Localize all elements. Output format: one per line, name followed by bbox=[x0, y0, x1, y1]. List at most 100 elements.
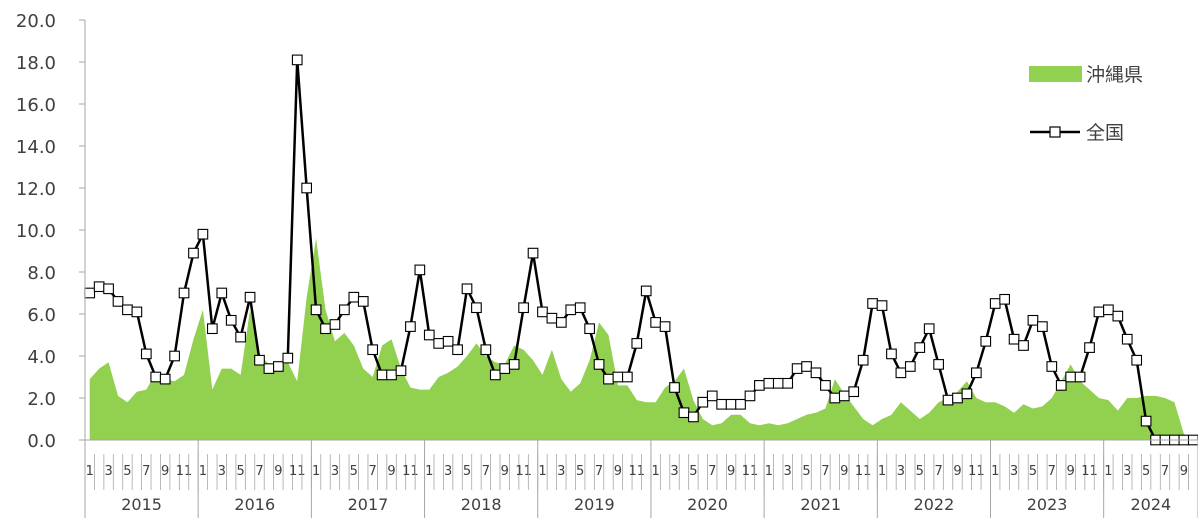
x-tick-label-month: 1 bbox=[991, 464, 999, 479]
national-data-point bbox=[367, 344, 379, 356]
national-data-point bbox=[188, 247, 199, 259]
national-data-point bbox=[178, 287, 190, 299]
national-data-point bbox=[254, 354, 265, 366]
national-data-point bbox=[754, 380, 765, 391]
national-data-point bbox=[197, 228, 209, 240]
national-data-point bbox=[546, 312, 558, 324]
national-data-point bbox=[131, 306, 143, 318]
x-tick-label-year: 2017 bbox=[348, 495, 389, 514]
national-data-point bbox=[640, 285, 652, 297]
x-tick-label-month: 9 bbox=[953, 464, 961, 479]
national-data-point bbox=[867, 298, 878, 309]
national-data-point bbox=[1140, 415, 1152, 427]
x-tick-label-month: 5 bbox=[802, 464, 810, 479]
national-data-point bbox=[1027, 314, 1039, 326]
national-data-point bbox=[414, 264, 426, 276]
x-tick-label-month: 11 bbox=[515, 464, 532, 479]
national-data-point bbox=[527, 247, 539, 259]
national-data-point bbox=[669, 382, 680, 393]
national-data-point bbox=[461, 283, 473, 295]
national-data-point bbox=[103, 283, 114, 295]
x-tick-label-month: 9 bbox=[501, 464, 509, 479]
national-data-point bbox=[999, 293, 1010, 305]
national-data-point bbox=[593, 359, 605, 370]
y-tick-label: 20.0 bbox=[16, 11, 56, 32]
national-data-point bbox=[537, 306, 548, 318]
national-data-point bbox=[857, 354, 869, 366]
national-data-point bbox=[244, 291, 256, 303]
national-data-point bbox=[405, 321, 416, 332]
x-tick-label-month: 7 bbox=[708, 464, 716, 479]
x-tick-label-month: 5 bbox=[576, 464, 584, 479]
national-data-point bbox=[159, 373, 171, 385]
x-tick-label-month: 7 bbox=[255, 464, 263, 479]
national-data-point bbox=[631, 338, 643, 349]
national-data-point bbox=[1084, 342, 1095, 353]
national-data-point bbox=[480, 344, 492, 356]
national-data-point bbox=[895, 367, 907, 379]
x-tick-label-year: 2016 bbox=[234, 495, 275, 514]
x-tick-label-month: 1 bbox=[312, 464, 320, 479]
y-tick-label: 10.0 bbox=[16, 221, 56, 242]
national-data-point bbox=[763, 377, 775, 389]
national-data-point bbox=[650, 317, 661, 328]
x-tick-label-month: 9 bbox=[274, 464, 282, 479]
national-data-point bbox=[508, 359, 520, 370]
x-tick-label-month: 3 bbox=[670, 464, 678, 479]
y-tick-label: 6.0 bbox=[27, 305, 56, 326]
y-tick-label: 2.0 bbox=[27, 389, 56, 410]
legend-national-label: 全国 bbox=[1086, 122, 1124, 144]
x-tick-label-month: 11 bbox=[742, 464, 759, 479]
national-data-point bbox=[499, 363, 511, 374]
x-tick-label-month: 7 bbox=[821, 464, 829, 479]
legend: 沖縄県 全国 bbox=[1029, 64, 1143, 144]
y-tick-label: 18.0 bbox=[16, 53, 56, 74]
x-tick-label-month: 3 bbox=[218, 464, 226, 479]
y-tick-label: 14.0 bbox=[16, 137, 56, 158]
x-tick-label-year: 2021 bbox=[800, 495, 841, 514]
x-tick-label-month: 3 bbox=[897, 464, 905, 479]
national-data-point bbox=[301, 182, 313, 194]
national-data-point bbox=[1131, 354, 1143, 366]
national-data-point bbox=[1055, 380, 1067, 391]
y-tick-label: 0.0 bbox=[27, 431, 56, 452]
national-data-point bbox=[433, 338, 445, 349]
national-data-point bbox=[112, 296, 124, 307]
national-data-point bbox=[678, 407, 690, 419]
x-tick-label-year: 2022 bbox=[914, 495, 955, 514]
national-data-point bbox=[1018, 340, 1029, 351]
legend-okinawa-label: 沖縄県 bbox=[1086, 64, 1143, 86]
national-data-point bbox=[810, 367, 822, 379]
national-data-point bbox=[603, 373, 614, 385]
national-data-point bbox=[329, 319, 341, 330]
x-tick-label-year: 2024 bbox=[1130, 495, 1171, 514]
x-tick-label-month: 3 bbox=[557, 464, 565, 479]
national-data-point bbox=[612, 371, 624, 383]
x-tick-label-month: 7 bbox=[1048, 464, 1056, 479]
x-tick-label-month: 3 bbox=[104, 464, 112, 479]
national-data-point bbox=[263, 363, 275, 374]
x-tick-label-month: 9 bbox=[727, 464, 735, 479]
national-data-point bbox=[376, 369, 388, 381]
national-data-point bbox=[876, 300, 888, 311]
y-axis-ticks: 0.0 2.0 4.0 6.0 8.0 10.0 12.0 14.0 16.0 18.0 20.0 bbox=[16, 11, 85, 452]
national-data-point bbox=[339, 304, 350, 316]
national-data-point bbox=[801, 361, 812, 372]
x-tick-label-month: 11 bbox=[289, 464, 306, 479]
x-tick-label-month: 1 bbox=[199, 464, 207, 479]
x-tick-label-month: 7 bbox=[482, 464, 490, 479]
x-tick-label-month: 11 bbox=[629, 464, 646, 479]
national-data-point bbox=[961, 388, 973, 400]
x-tick-label-year: 2018 bbox=[461, 495, 502, 514]
x-tick-label-month: 7 bbox=[1161, 464, 1169, 479]
national-data-point bbox=[688, 411, 699, 423]
national-data-point bbox=[1037, 321, 1048, 332]
national-line-series bbox=[84, 54, 1198, 446]
okinawa-area bbox=[89, 238, 1198, 440]
x-tick-label-month: 1 bbox=[878, 464, 886, 479]
national-data-point bbox=[140, 348, 152, 360]
x-tick-label-month: 3 bbox=[1123, 464, 1131, 479]
x-tick-label-month: 11 bbox=[1081, 464, 1098, 479]
national-data-point bbox=[791, 363, 803, 374]
national-data-point bbox=[697, 396, 709, 408]
